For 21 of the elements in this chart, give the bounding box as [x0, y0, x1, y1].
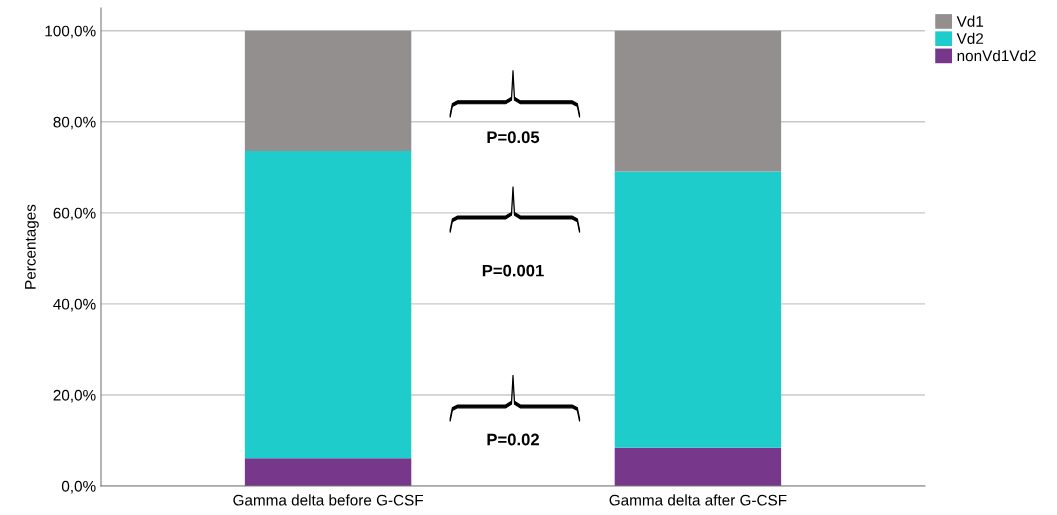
annotation: P=0.05: [487, 131, 540, 144]
annotation: P=0.001: [482, 264, 544, 277]
x-tick-label: Gamma delta before G-CSF: [233, 494, 423, 506]
bar: [614, 30, 782, 172]
annotation: P=0.02: [487, 433, 539, 446]
legend-label: Vd2: [956, 32, 984, 45]
bar: [614, 171, 782, 448]
bar: [244, 30, 412, 151]
y-tick-label: 40,0%: [53, 298, 96, 312]
y-tick-label: 0,0%: [61, 480, 96, 494]
bar: [614, 447, 782, 486]
y-axis-title: Percentages: [25, 204, 39, 289]
x-tick-label: Gamma delta after G-CSF: [609, 494, 787, 506]
bar: [244, 150, 412, 459]
y-tick-label: 20,0%: [53, 389, 96, 403]
bar: [244, 458, 412, 486]
legend-label: nonVd1Vd2: [957, 50, 1036, 62]
y-tick-label: 60,0%: [53, 207, 96, 221]
y-tick-label: 80,0%: [53, 116, 96, 130]
legend-label: Vd1: [956, 15, 984, 27]
y-tick-label: 100,0%: [45, 25, 96, 39]
